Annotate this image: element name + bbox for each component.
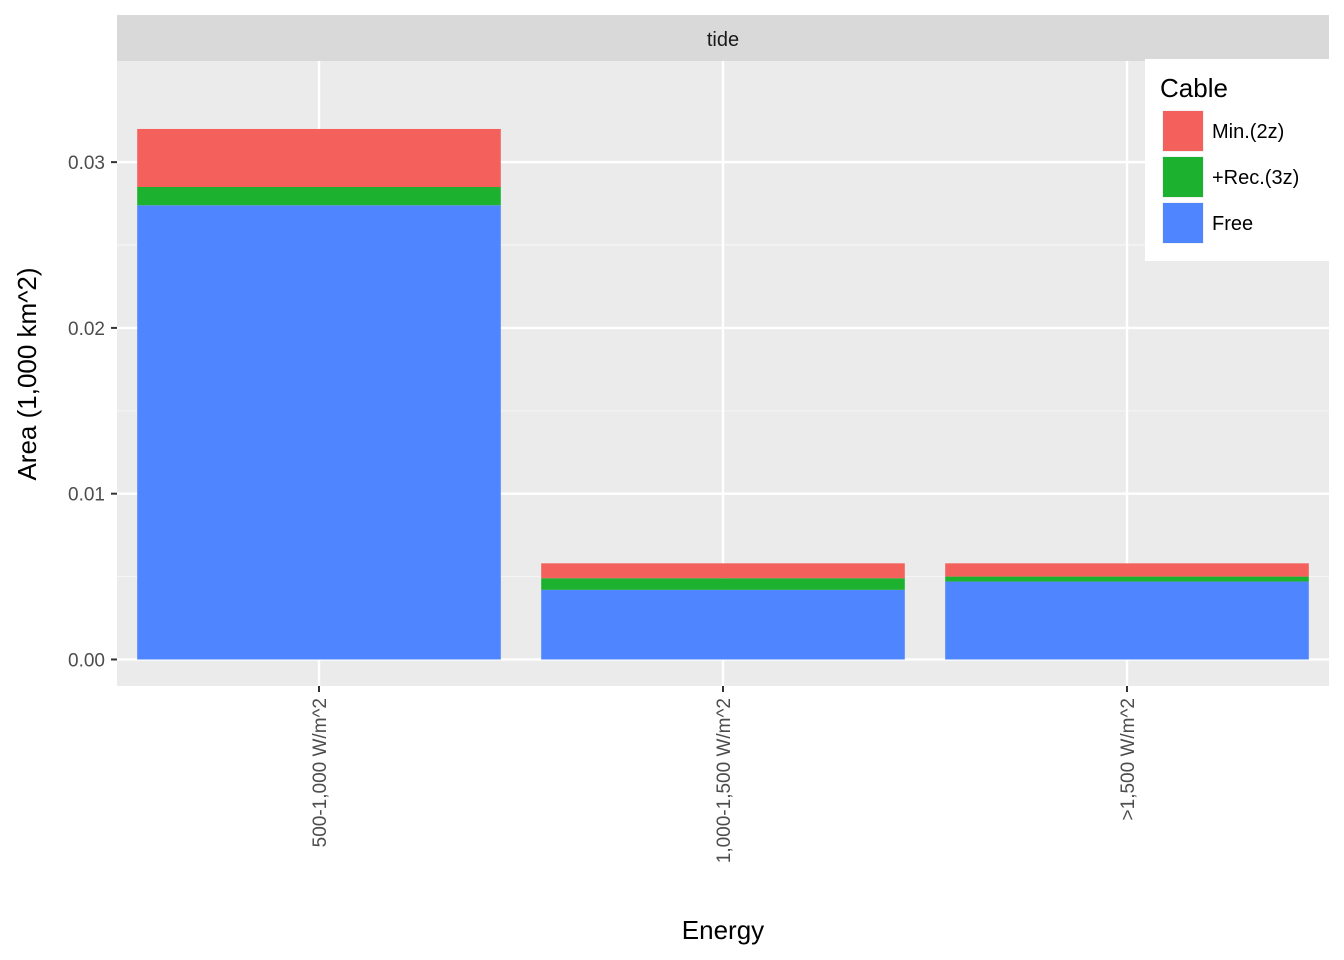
- bar-segment: [137, 186, 501, 206]
- legend-label: Free: [1212, 213, 1253, 235]
- x-axis: 500-1,000 W/m^2 1,000-1,500 W/m^2 >1,500 W…: [310, 686, 1139, 863]
- bar-segment: [541, 578, 905, 590]
- legend-items: Min.(2z) +Rec.(3z) Free: [1162, 110, 1299, 244]
- bar-segment: [541, 589, 905, 660]
- x-tick-label: 1,000-1,500 W/m^2: [714, 698, 735, 863]
- bar-segment: [137, 205, 501, 660]
- facet-strip-label: tide: [707, 29, 739, 51]
- y-tick-label: 0.03: [68, 153, 105, 174]
- bar-segment: [945, 576, 1309, 582]
- legend-title: Cable: [1160, 73, 1228, 103]
- bar-segment: [541, 563, 905, 579]
- legend-label: Min.(2z): [1212, 121, 1284, 143]
- legend-swatch: [1163, 111, 1203, 151]
- bar-segment: [945, 581, 1309, 660]
- y-axis-title: Area (1,000 km^2): [12, 267, 42, 480]
- x-tick-label: >1,500 W/m^2: [1118, 698, 1139, 820]
- bars: [137, 128, 1309, 660]
- legend-label: +Rec.(3z): [1212, 167, 1299, 189]
- legend-swatch: [1163, 203, 1203, 243]
- x-tick-label: 500-1,000 W/m^2: [310, 698, 331, 847]
- legend: Cable Min.(2z) +Rec.(3z) Free: [1145, 59, 1330, 261]
- y-tick-label: 0.02: [68, 319, 105, 340]
- y-tick-label: 0.00: [68, 650, 105, 671]
- y-tick-label: 0.01: [68, 485, 105, 506]
- y-axis: 0.00 0.01 0.02 0.03: [68, 153, 117, 671]
- bar-segment: [945, 563, 1309, 577]
- legend-swatch: [1163, 157, 1203, 197]
- strip-background: [117, 15, 1329, 61]
- bar-segment: [137, 128, 501, 187]
- x-axis-title: Energy: [682, 915, 764, 945]
